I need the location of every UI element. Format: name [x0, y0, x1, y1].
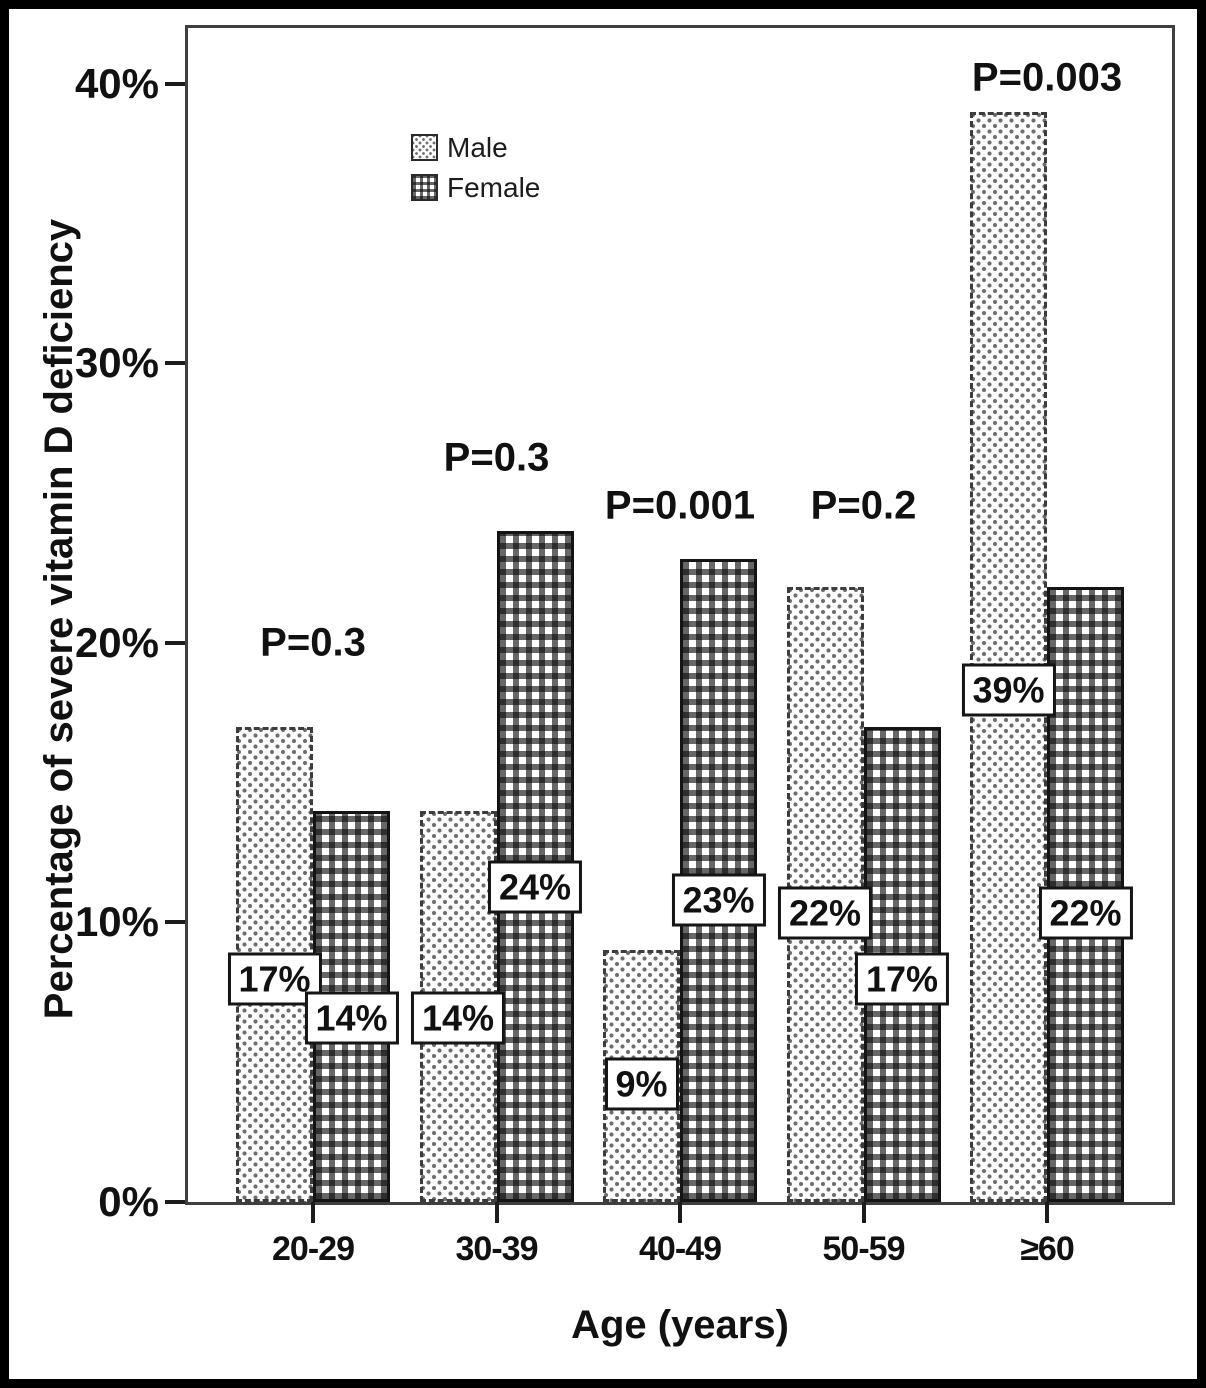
x-tick-label-30-39: 30-39	[455, 1230, 539, 1268]
p-value-20-29: P=0.3	[260, 620, 366, 665]
x-tick-label-50-59: 50-59	[822, 1230, 906, 1268]
y-tick-label-20%: 20%	[74, 618, 159, 666]
legend-label-female: Female	[447, 171, 541, 203]
x-tick-label-20-29: 20-29	[272, 1230, 355, 1268]
bar-value-label-female-30-39: 24%	[487, 860, 583, 914]
female-pattern-swatch	[411, 174, 438, 201]
x-tick-20-29	[311, 1202, 315, 1223]
y-tick-label-10%: 10%	[74, 898, 159, 946]
y-tick-10%	[165, 920, 185, 925]
legend-item-female: Female	[411, 171, 541, 203]
p-value-50-59: P=0.2	[810, 483, 917, 528]
p-value-30-39: P=0.3	[443, 435, 550, 480]
bar-value-label-female-50-59: 17%	[854, 952, 950, 1006]
bar-value-label-female-≥60: 22%	[1038, 886, 1133, 940]
plot-area: Male Female 17% 14% P=0.3 14% 24% P=0.3 9% 23% P=…	[185, 25, 1175, 1205]
legend-item-male: Male	[411, 131, 540, 163]
bar-value-label-female-20-29: 14%	[304, 991, 399, 1045]
bar-male-≥60	[970, 112, 1047, 1202]
y-tick-label-30%: 30%	[74, 339, 159, 387]
x-tick-50-59	[861, 1202, 866, 1223]
y-tick-label-0%: 0%	[98, 1178, 159, 1225]
p-value-≥60: P=0.003	[971, 55, 1123, 100]
x-axis-title: Age (years)	[571, 1303, 789, 1347]
x-tick-40-49	[678, 1202, 682, 1223]
bar-value-label-female-40-49: 23%	[671, 873, 766, 927]
chart-canvas: Percentage of severe vitamin D deficienc…	[9, 9, 1197, 1379]
bar-value-label-male-30-39: 14%	[410, 991, 506, 1045]
x-tick-30-39	[494, 1202, 499, 1223]
y-tick-40%	[165, 81, 185, 86]
y-tick-20%	[165, 640, 185, 645]
y-tick-label-40%: 40%	[74, 59, 159, 107]
male-pattern-swatch	[411, 134, 438, 161]
x-tick-label-40-49: 40-49	[639, 1230, 722, 1268]
y-tick-30%	[165, 361, 185, 366]
bar-value-label-male-40-49: 9%	[604, 1057, 679, 1111]
y-tick-0%	[165, 1200, 185, 1204]
x-tick-label-≥60: ≥60	[1020, 1230, 1074, 1268]
bar-value-label-male-≥60: 39%	[961, 663, 1056, 717]
legend: Male Female	[411, 131, 541, 214]
legend-label-male: Male	[447, 131, 508, 163]
p-value-40-49: P=0.001	[604, 483, 756, 528]
bar-value-label-male-50-59: 22%	[777, 886, 873, 940]
x-tick-≥60	[1045, 1202, 1049, 1223]
